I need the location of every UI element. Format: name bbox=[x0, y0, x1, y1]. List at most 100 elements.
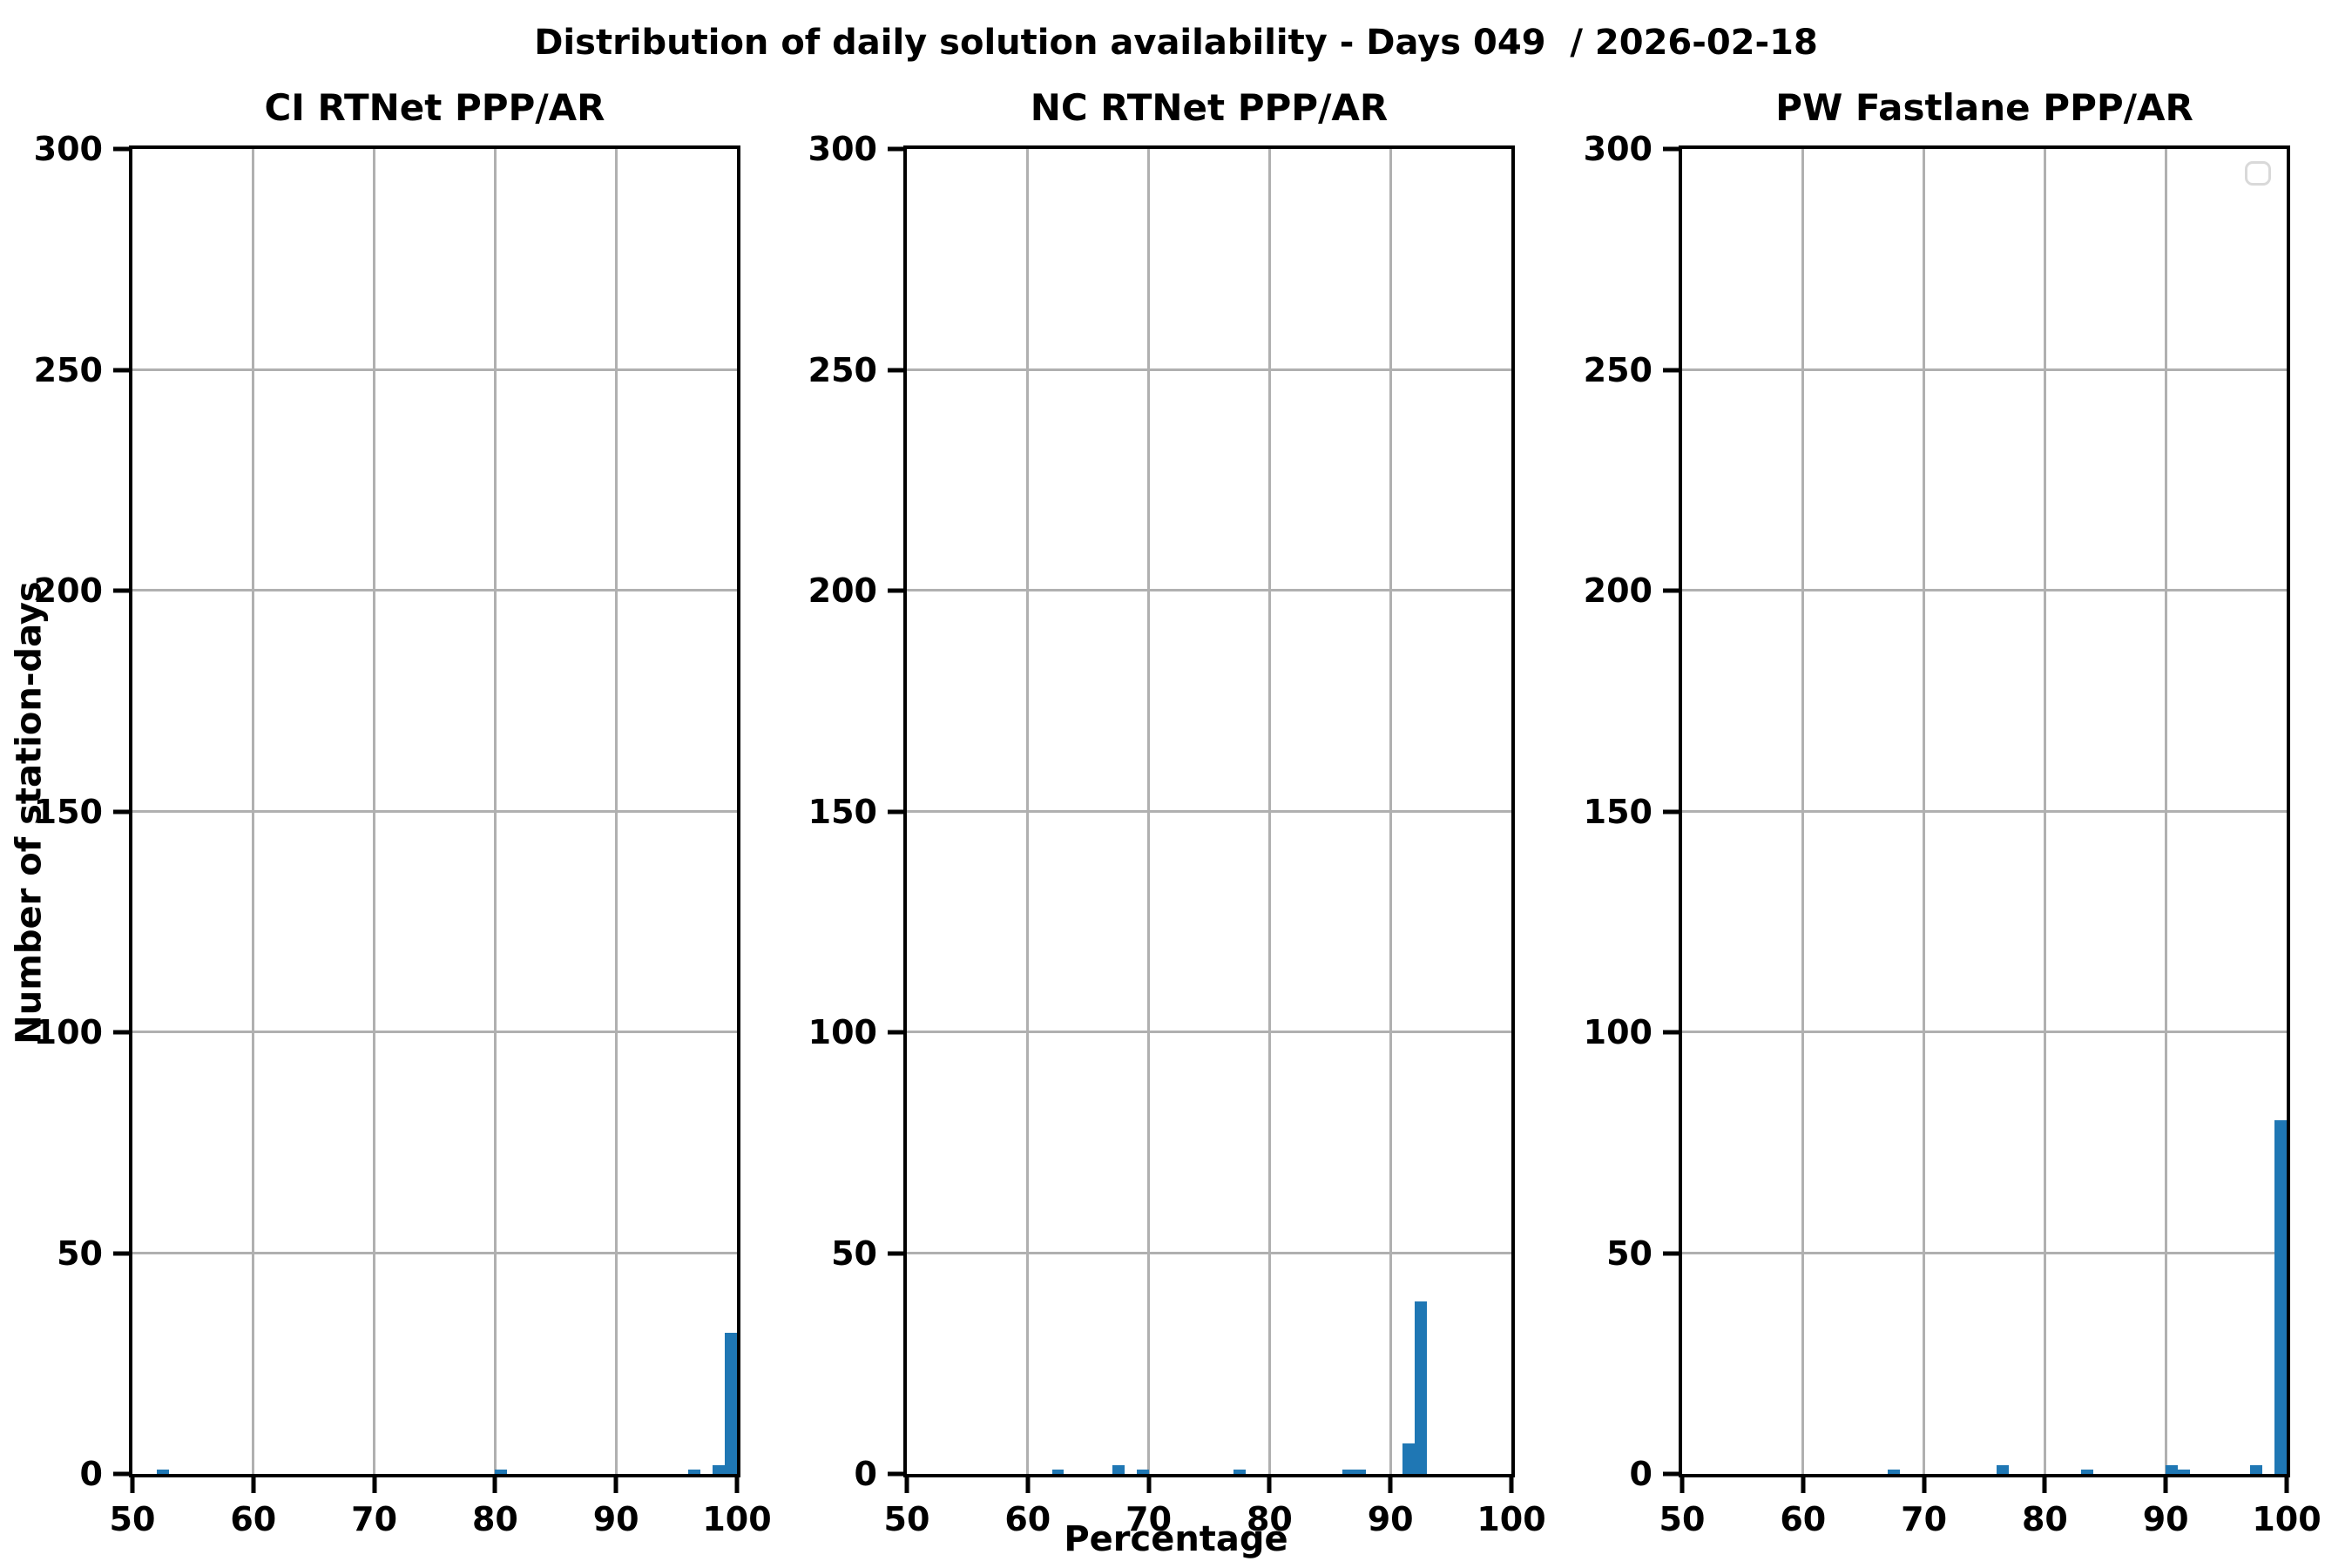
gridline-horizontal bbox=[907, 1031, 1511, 1034]
gridline-horizontal bbox=[1682, 810, 2287, 813]
figure-title: Distribution of daily solution availabil… bbox=[534, 23, 1818, 63]
histogram-bar bbox=[1887, 1469, 1900, 1474]
y-tick-mark bbox=[113, 368, 129, 372]
x-axis-label: Percentage bbox=[1064, 1519, 1288, 1559]
x-tick-mark bbox=[492, 1477, 497, 1493]
y-tick-mark bbox=[113, 588, 129, 593]
histogram-bar bbox=[2178, 1469, 2190, 1474]
histogram-bar bbox=[1136, 1469, 1149, 1474]
gridline-horizontal bbox=[907, 589, 1511, 592]
x-tick-label: 50 bbox=[1659, 1500, 1706, 1538]
plot-area-ci-rtnet: 50 60 70 80 90 100 0 50 100 150 200 250 300 bbox=[34, 130, 772, 1538]
y-tick-label: 100 bbox=[808, 1013, 877, 1051]
y-tick-label: 100 bbox=[33, 1013, 103, 1051]
gridline-horizontal bbox=[132, 1252, 737, 1254]
x-tick-label: 50 bbox=[883, 1500, 930, 1538]
y-tick-mark bbox=[113, 146, 129, 152]
histogram-bar bbox=[1233, 1469, 1246, 1474]
gridline-horizontal bbox=[1682, 1031, 2287, 1034]
x-tick-mark bbox=[1388, 1477, 1393, 1493]
x-tick-mark bbox=[1146, 1477, 1152, 1493]
histogram-bar bbox=[1051, 1469, 1064, 1474]
gridline-horizontal bbox=[907, 1252, 1511, 1254]
subplot-title-nc-rtnet: NC RTNet PPP/AR bbox=[1030, 86, 1389, 129]
y-tick-mark bbox=[113, 1030, 129, 1035]
y-tick-mark bbox=[888, 588, 903, 593]
gridline-horizontal bbox=[1682, 589, 2287, 592]
x-tick-label: 100 bbox=[1477, 1500, 1546, 1538]
x-tick-label: 60 bbox=[1780, 1500, 1827, 1538]
y-tick-label: 50 bbox=[57, 1233, 103, 1273]
y-tick-label: 250 bbox=[33, 350, 103, 389]
y-tick-mark bbox=[888, 1251, 903, 1255]
x-tick-mark bbox=[1267, 1477, 1272, 1493]
x-tick-label: 80 bbox=[2021, 1500, 2068, 1538]
y-tick-label: 200 bbox=[808, 571, 877, 610]
y-tick-label: 150 bbox=[808, 792, 877, 831]
y-tick-mark bbox=[1663, 146, 1679, 152]
y-tick-mark bbox=[1663, 588, 1679, 593]
x-tick-mark bbox=[1922, 1477, 1927, 1493]
gridline-horizontal bbox=[907, 368, 1511, 371]
y-axis-label: Number of station-days bbox=[9, 581, 50, 1044]
y-tick-label: 200 bbox=[1583, 571, 1652, 610]
legend-box bbox=[2245, 161, 2271, 186]
y-tick-label: 300 bbox=[808, 130, 877, 168]
y-tick-label: 300 bbox=[1583, 130, 1652, 168]
x-tick-mark bbox=[251, 1477, 256, 1493]
gridline-horizontal bbox=[907, 810, 1511, 813]
x-tick-label: 70 bbox=[1125, 1500, 1173, 1538]
subplot-title-pw-fastlane: PW Fastlane PPP/AR bbox=[1775, 86, 2193, 129]
x-tick-mark bbox=[2163, 1477, 2168, 1493]
x-tick-label: 100 bbox=[702, 1500, 772, 1538]
y-tick-mark bbox=[113, 1251, 129, 1255]
x-tick-label: 80 bbox=[1246, 1500, 1293, 1538]
y-tick-mark bbox=[888, 146, 903, 152]
histogram-bar bbox=[1112, 1464, 1125, 1474]
y-tick-mark bbox=[1663, 1030, 1679, 1035]
histogram-bar bbox=[495, 1469, 508, 1474]
x-tick-label: 90 bbox=[592, 1500, 639, 1538]
histogram-bar bbox=[725, 1332, 737, 1474]
x-tick-label: 100 bbox=[2252, 1500, 2322, 1538]
y-tick-label: 50 bbox=[1606, 1233, 1652, 1273]
x-tick-mark bbox=[2042, 1477, 2047, 1493]
x-tick-label: 60 bbox=[1004, 1500, 1051, 1538]
y-tick-label: 0 bbox=[854, 1455, 877, 1493]
x-tick-mark bbox=[1680, 1477, 1685, 1493]
x-tick-mark bbox=[130, 1477, 135, 1493]
y-tick-label: 0 bbox=[79, 1455, 103, 1493]
x-tick-label: 90 bbox=[2142, 1500, 2189, 1538]
histogram-bar bbox=[713, 1464, 726, 1474]
gridline-horizontal bbox=[1682, 1252, 2287, 1254]
histogram-bar bbox=[2250, 1464, 2263, 1474]
x-tick-label: 50 bbox=[109, 1500, 156, 1538]
x-tick-mark bbox=[904, 1477, 909, 1493]
x-tick-label: 70 bbox=[351, 1500, 398, 1538]
histogram-bar bbox=[156, 1469, 169, 1474]
gridline-horizontal bbox=[132, 1031, 737, 1034]
x-tick-label: 90 bbox=[1367, 1500, 1414, 1538]
y-tick-label: 250 bbox=[1583, 350, 1652, 389]
y-tick-mark bbox=[1663, 1471, 1679, 1477]
histogram-bar bbox=[688, 1469, 701, 1474]
histogram-bar bbox=[1414, 1301, 1427, 1474]
y-tick-mark bbox=[1663, 809, 1679, 814]
x-tick-mark bbox=[2284, 1477, 2289, 1493]
x-tick-mark bbox=[1025, 1477, 1031, 1493]
x-tick-mark bbox=[1509, 1477, 1514, 1493]
y-tick-mark bbox=[113, 1471, 129, 1477]
histogram-bar bbox=[1402, 1443, 1415, 1474]
y-tick-label: 300 bbox=[33, 130, 103, 168]
plot-area-pw-fastlane: 50 60 70 80 90 100 0 50 100 150 200 250 300 bbox=[1584, 130, 2322, 1538]
y-tick-label: 150 bbox=[1583, 792, 1652, 831]
x-tick-mark bbox=[372, 1477, 377, 1493]
y-tick-label: 100 bbox=[1583, 1013, 1652, 1051]
y-tick-mark bbox=[1663, 368, 1679, 372]
histogram-bar bbox=[1342, 1469, 1355, 1474]
histogram-bar bbox=[2274, 1120, 2287, 1474]
histogram-bar bbox=[2166, 1464, 2179, 1474]
plot-area-nc-rtnet: 50 60 70 80 90 100 0 50 100 150 200 250 300 bbox=[808, 130, 1546, 1538]
x-tick-label: 60 bbox=[230, 1500, 277, 1538]
